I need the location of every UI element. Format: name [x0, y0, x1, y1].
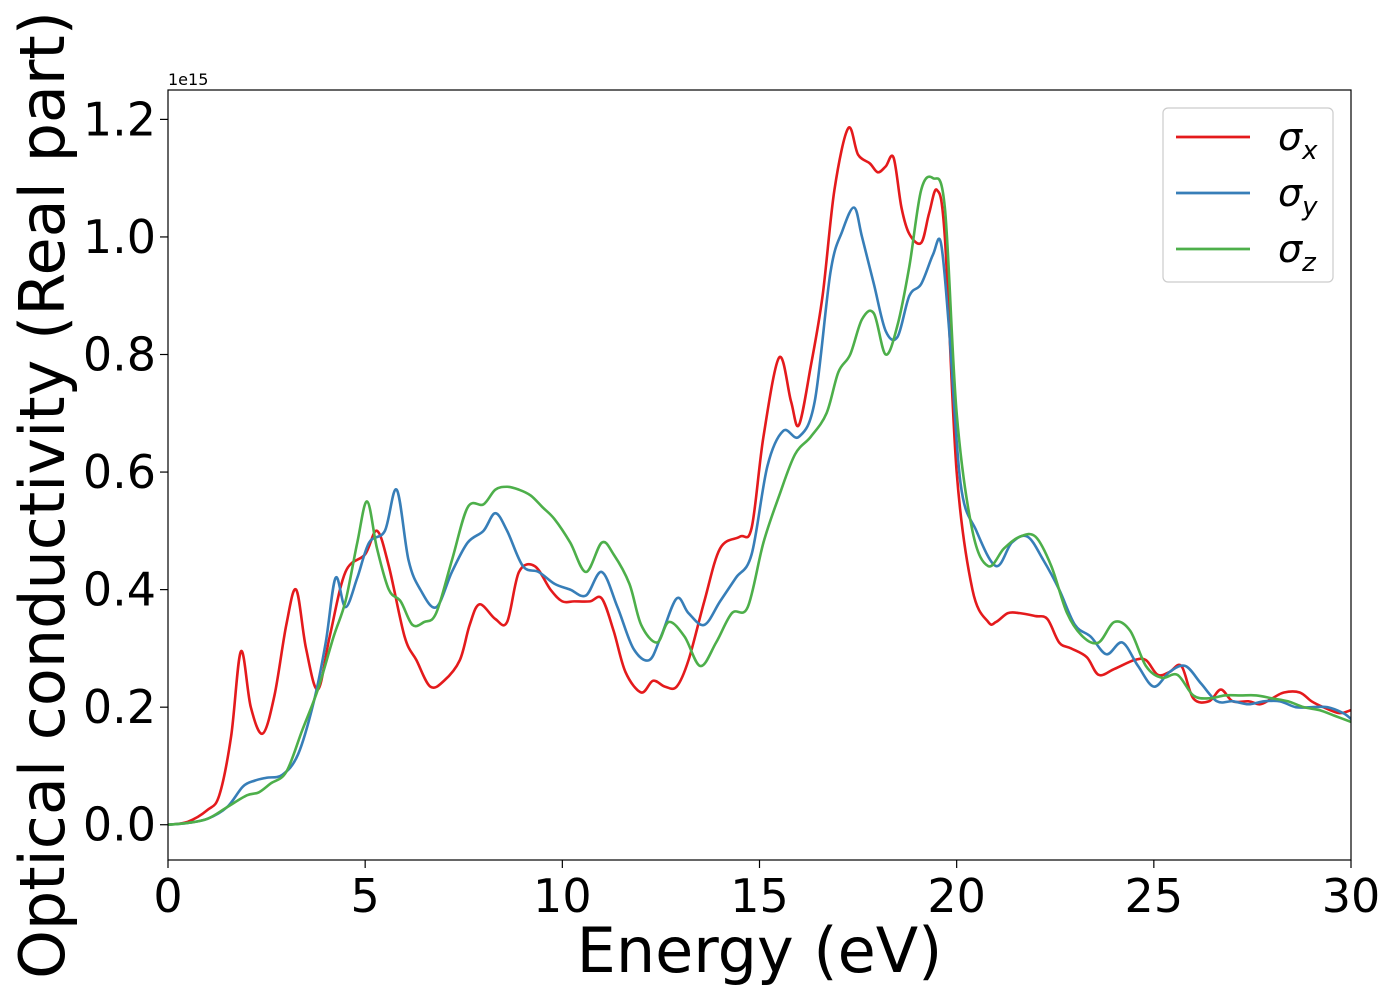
series-layer	[168, 126, 1351, 827]
x-tick-label: 0	[153, 869, 182, 923]
x-tick-label: 30	[1322, 869, 1381, 923]
x-tick-label: 20	[927, 869, 986, 923]
x-tick-label: 25	[1125, 869, 1184, 923]
series-line-y	[168, 206, 1351, 827]
x-axis-title: Energy (eV)	[577, 914, 943, 987]
y-offset-label: 1e15	[168, 70, 208, 89]
series-line-z	[168, 175, 1351, 827]
y-tick-label: 0.2	[83, 680, 156, 734]
x-axis: 0 5 10 15 20 25 30	[153, 860, 1380, 923]
y-tick-label: 0.8	[83, 328, 156, 382]
y-tick-label: 0.6	[83, 445, 156, 499]
legend-box	[1162, 107, 1334, 283]
x-tick-label: 5	[351, 869, 380, 923]
y-tick-label: 1.2	[83, 92, 156, 146]
x-tick-label: 10	[533, 869, 592, 923]
series-line-x	[168, 126, 1351, 827]
y-tick-label: 0.4	[83, 563, 156, 617]
y-axis-title: Optical conductivity (Real part)	[6, 11, 79, 979]
y-tick-label: 0.0	[83, 798, 156, 852]
y-axis: 0.0 0.2 0.4 0.6 0.8 1.0 1.2	[83, 92, 168, 852]
x-tick-label: 15	[730, 869, 789, 923]
y-tick-label: 1.0	[83, 210, 156, 264]
